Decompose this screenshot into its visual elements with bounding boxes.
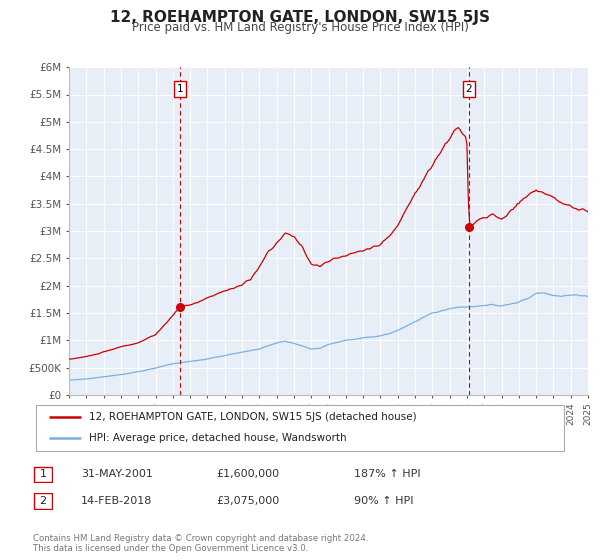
FancyBboxPatch shape xyxy=(34,493,52,509)
FancyBboxPatch shape xyxy=(34,466,52,482)
Text: 90% ↑ HPI: 90% ↑ HPI xyxy=(354,496,413,506)
Text: 31-MAY-2001: 31-MAY-2001 xyxy=(81,469,153,479)
Text: £3,075,000: £3,075,000 xyxy=(216,496,279,506)
Text: 2: 2 xyxy=(466,84,472,94)
Text: 1: 1 xyxy=(177,84,184,94)
Text: This data is licensed under the Open Government Licence v3.0.: This data is licensed under the Open Gov… xyxy=(33,544,308,553)
Text: £1,600,000: £1,600,000 xyxy=(216,469,279,479)
Text: 1: 1 xyxy=(40,469,46,479)
Text: 12, ROEHAMPTON GATE, LONDON, SW15 5JS: 12, ROEHAMPTON GATE, LONDON, SW15 5JS xyxy=(110,10,490,25)
Text: 12, ROEHAMPTON GATE, LONDON, SW15 5JS (detached house): 12, ROEHAMPTON GATE, LONDON, SW15 5JS (d… xyxy=(89,412,416,422)
Text: 187% ↑ HPI: 187% ↑ HPI xyxy=(354,469,421,479)
Point xyxy=(175,303,185,312)
Text: 2: 2 xyxy=(40,496,46,506)
Text: 14-FEB-2018: 14-FEB-2018 xyxy=(81,496,152,506)
FancyBboxPatch shape xyxy=(36,405,564,451)
Text: Price paid vs. HM Land Registry's House Price Index (HPI): Price paid vs. HM Land Registry's House … xyxy=(131,21,469,34)
Point xyxy=(464,222,474,231)
Text: HPI: Average price, detached house, Wandsworth: HPI: Average price, detached house, Wand… xyxy=(89,433,346,444)
Text: Contains HM Land Registry data © Crown copyright and database right 2024.: Contains HM Land Registry data © Crown c… xyxy=(33,534,368,543)
